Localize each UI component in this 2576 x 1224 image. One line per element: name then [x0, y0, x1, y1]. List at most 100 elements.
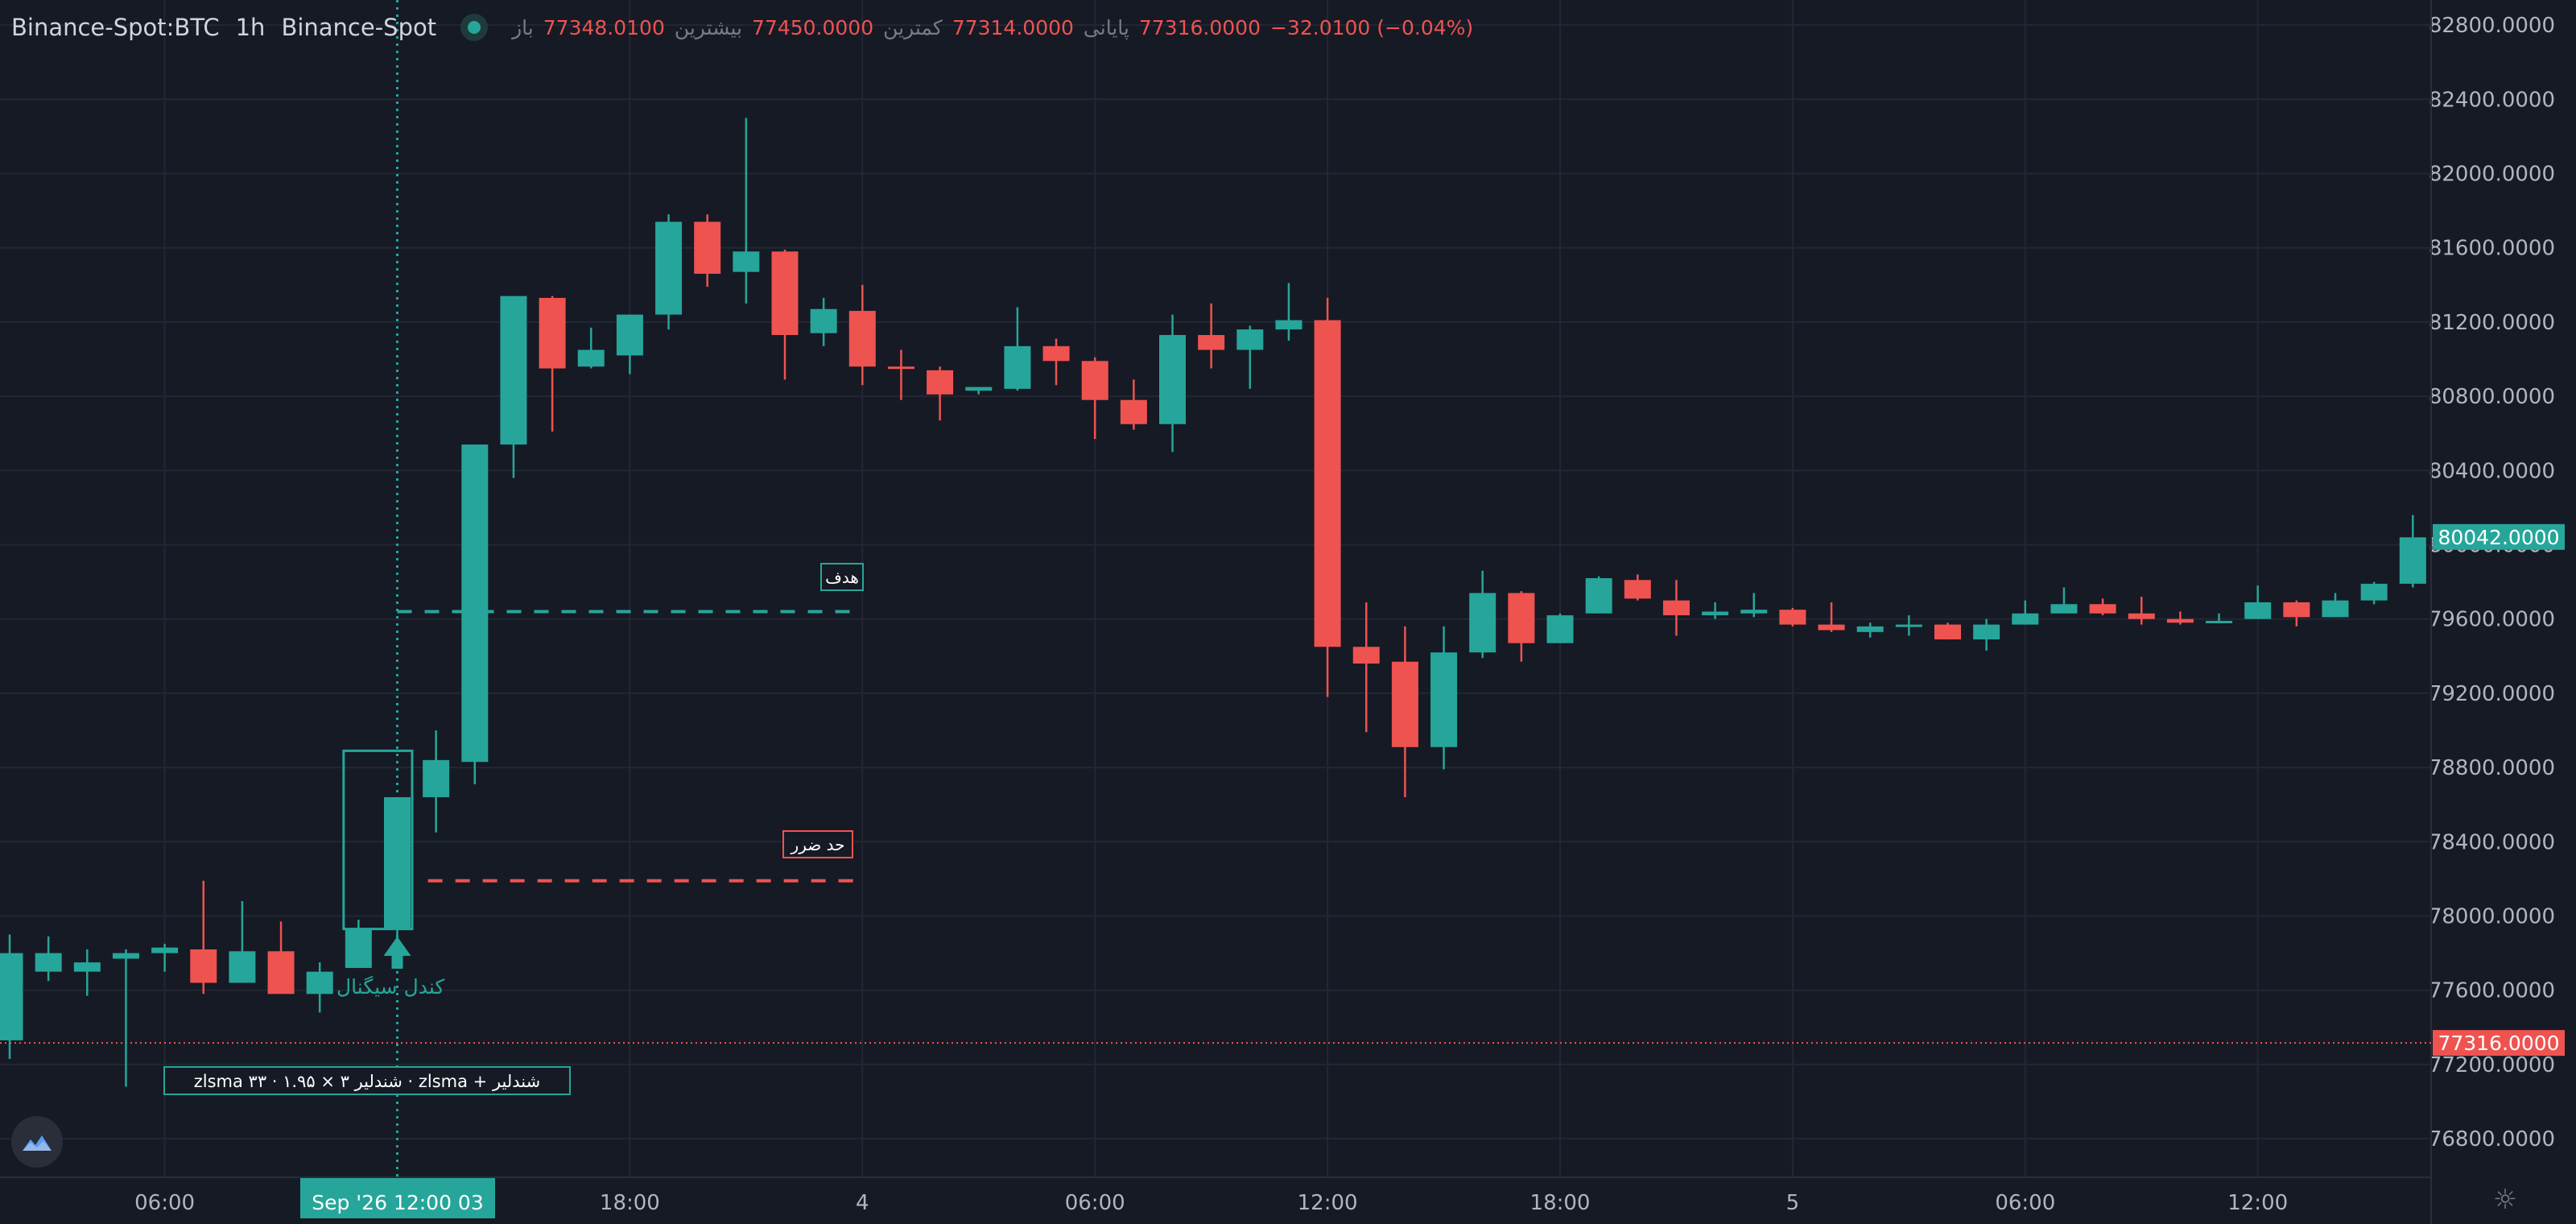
candle-body [2283, 602, 2310, 618]
indicator-label-box [163, 1066, 571, 1095]
x-tick-label: 12:00 [1298, 1191, 1358, 1215]
symbol-legend[interactable]: Binance-Spot:BTC 1h Binance-Spot باز 773… [11, 11, 1473, 43]
x-tick-label: 5 [1786, 1191, 1800, 1215]
candle-body [1856, 626, 1884, 632]
crosshair-time-tag [300, 1178, 495, 1218]
candle-body [500, 296, 527, 445]
candle-body [2322, 600, 2349, 618]
candle-body [1585, 577, 1612, 614]
y-tick-label: 81600.0000 [2429, 237, 2555, 261]
candle-body [1702, 611, 1729, 616]
candle-body [733, 251, 760, 272]
last-price-tag [2433, 523, 2565, 550]
candle-body [229, 951, 256, 983]
x-tick-label: 06:00 [1065, 1191, 1125, 1215]
candle-body [1120, 399, 1147, 424]
candle-body [1895, 624, 1922, 627]
signal-candle-box [342, 749, 414, 931]
x-tick-label: 18:00 [1530, 1191, 1591, 1215]
candle-body [1081, 361, 1108, 400]
candle-body [616, 314, 643, 356]
candle-body [1275, 320, 1302, 330]
indicator-label: zlsma ۳۳ · شندلیر ۳ × ۱.۹۵ · zlsma + شند… [194, 1072, 540, 1091]
y-tick-label: 82000.0000 [2429, 163, 2555, 187]
candle-body [1818, 624, 1845, 631]
candle-body [2166, 618, 2194, 623]
legend-ohlc: باز 77348.0100 بیشترین 77450.0000 کمترین… [512, 16, 1473, 39]
candle-body [1469, 593, 1496, 653]
y-tick-label: 77200.0000 [2429, 1053, 2555, 1077]
candle-body [1430, 652, 1458, 747]
candle-body [423, 759, 450, 797]
y-tick-label: 80800.0000 [2429, 385, 2555, 409]
candle-body [1314, 320, 1341, 647]
x-tick-label: 06:00 [1995, 1191, 2055, 1215]
target-label: هدف [825, 568, 859, 587]
legend-symbol[interactable]: Binance-Spot:BTC [11, 14, 220, 41]
candle-body [539, 297, 566, 369]
legend-open-value: 77348.0100 [543, 15, 665, 39]
candle-body [2050, 604, 2078, 614]
signal-candle-label: کندل سیگنال [336, 975, 444, 999]
candle-body [927, 370, 954, 395]
legend-exchange: Binance-Spot [281, 14, 437, 41]
legend-close-label: پایانی [1083, 15, 1129, 39]
legend-low-label: کمترین [883, 15, 943, 39]
legend-close-value: 77316.0000 [1138, 15, 1261, 39]
last-price-label: 80042.0000 [2438, 526, 2559, 549]
settings-gear-icon[interactable]: ☼ [2492, 1184, 2518, 1216]
candle-body [1004, 345, 1031, 389]
x-tick-label: 4 [856, 1191, 869, 1215]
candle-body [1662, 600, 1690, 616]
close-price-label: 77316.0000 [2438, 1032, 2559, 1055]
legend-change-value: −32.0100 (−0.04%) [1269, 15, 1474, 39]
candle-body [1198, 335, 1225, 350]
candle-body [1508, 593, 1535, 643]
candle-body [190, 949, 217, 983]
y-tick-label: 78800.0000 [2429, 756, 2555, 780]
legend-low-value: 77314.0000 [952, 15, 1074, 39]
candle-body [1934, 624, 1961, 640]
x-tick-label: 06:00 [134, 1191, 195, 1215]
y-tick-label: 79600.0000 [2429, 608, 2555, 632]
candle-body [1779, 610, 1806, 625]
candle-body [1352, 647, 1380, 664]
candle-body [771, 251, 799, 336]
candle-body [810, 308, 837, 333]
candle-body [1546, 615, 1574, 643]
close-price-tag [2433, 1030, 2565, 1057]
signal-arrow-icon [383, 937, 411, 969]
candle-body [655, 221, 683, 315]
market-status-icon [460, 14, 489, 41]
candle-body [1042, 345, 1070, 362]
candle-body [965, 387, 993, 391]
x-tick-label: 12:00 [2227, 1191, 2288, 1215]
y-tick-label: 82800.0000 [2429, 14, 2555, 38]
target-label-box [820, 563, 864, 591]
brand-logo-icon[interactable] [11, 1116, 63, 1168]
candle-body [2360, 583, 2388, 601]
y-tick-label: 82400.0000 [2429, 88, 2555, 112]
candle-body [2399, 537, 2426, 584]
candle-body [1391, 661, 1418, 747]
candle-body [461, 445, 489, 763]
candle-body [345, 928, 372, 969]
candle-body [35, 953, 62, 972]
candle-body [2244, 602, 2272, 619]
y-tick-label: 81200.0000 [2429, 311, 2555, 335]
y-tick-label: 78400.0000 [2429, 830, 2555, 854]
candle-body [0, 953, 23, 1040]
candle-body [848, 311, 876, 367]
crosshair-time-label: Sep '26 12:00 03 [312, 1191, 484, 1214]
legend-interval[interactable]: 1h [235, 14, 266, 41]
y-tick-label: 79200.0000 [2429, 682, 2555, 706]
candle-body [1624, 580, 1651, 599]
legend-open-label: باز [512, 15, 534, 39]
legend-high-label: بیشترین [674, 15, 743, 39]
y-tick-label: 77600.0000 [2429, 979, 2555, 1003]
candle-body [112, 953, 139, 959]
candle-body [1740, 610, 1768, 614]
